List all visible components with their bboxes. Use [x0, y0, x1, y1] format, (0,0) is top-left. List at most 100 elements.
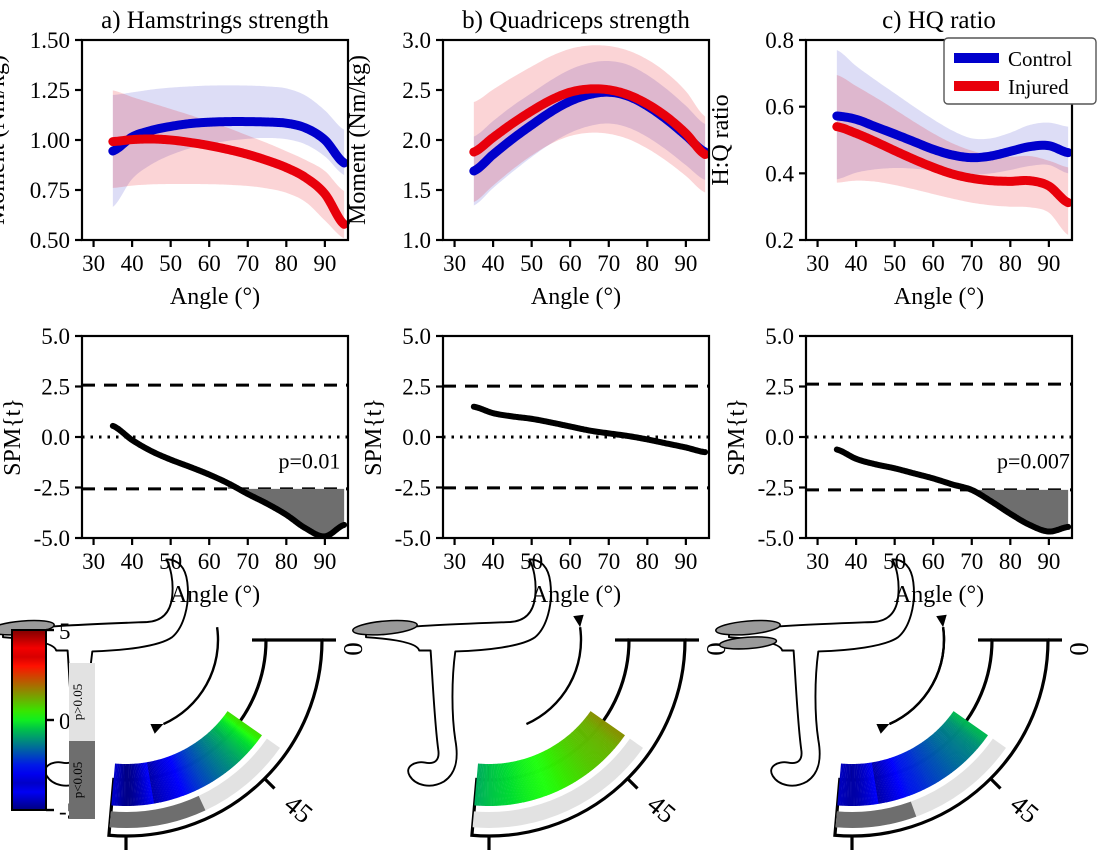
- panel-b-polar-tvalue-segment: [555, 743, 580, 780]
- panel-a-polar-tvalue-segment: [193, 743, 219, 780]
- panel-b-spm-xticklabel: 50: [520, 549, 543, 574]
- panel-b-polar-tvalue-segment: [588, 713, 624, 740]
- panel-b-polar-tvalue-segment: [492, 763, 496, 806]
- panel-a-polar-tvalue-segment: [129, 763, 133, 806]
- panel-b-polar-tvalue-segment: [524, 758, 539, 799]
- colorbar-label-mid: 0: [59, 709, 71, 734]
- colorbar-label-top: 5: [59, 619, 71, 644]
- panel-c-spm-yticklabel: -2.5: [758, 476, 794, 501]
- panel-b-strength-yticklabel: 2.0: [402, 128, 431, 153]
- panel-b-polar-tvalue-segment: [572, 730, 603, 763]
- panel-b-polar-tvalue-segment: [482, 763, 486, 806]
- panel-b-polar-tvalue-segment: [513, 761, 524, 803]
- panel-b-spm-spm-curve: [470, 403, 709, 456]
- panel-c-polar-tvalue-segment: [933, 732, 963, 765]
- panel-a-polar-tvalue-segment: [161, 758, 176, 799]
- panel-a-polar-tvalue-segment: [211, 729, 242, 761]
- panel-a-polar-tvalue-segment: [221, 717, 256, 746]
- panel-b-spm-yticklabel: -2.5: [395, 476, 431, 501]
- panel-c-polar-tvalue-segment: [877, 761, 888, 803]
- panel-b-polar-limb-highlight: [352, 619, 418, 636]
- panel-b-polar-tvalue-segment: [550, 746, 574, 785]
- panel-b-polar-tvalue-segment: [559, 741, 586, 777]
- panel-b-polar-polar-tick: [626, 777, 639, 790]
- panel-c-polar-tvalue-segment: [918, 743, 943, 780]
- panel-b-polar-tvalue-segment: [563, 738, 591, 773]
- panel-a-strength-xticklabel: 90: [313, 251, 336, 276]
- panel-c-spm-yticklabel: 0.0: [765, 425, 794, 450]
- panel-c-polar-tvalue-segment: [887, 758, 902, 799]
- panel-a-polar-tvalue-segment: [187, 746, 211, 785]
- panel-a-polar-tvalue-segment: [138, 763, 145, 806]
- panel-a-spm-xticklabel: 30: [82, 549, 105, 574]
- panel-c-polar-tvalue-segment: [873, 761, 884, 804]
- panel-b-polar-tvalue-segment: [534, 754, 552, 795]
- panel-c-polar-tvalue-segment: [837, 763, 843, 806]
- panel-c-polar-tvalue-segment: [904, 751, 924, 791]
- panel-a-polar-tvalue-segment: [160, 758, 175, 800]
- panel-b-polar-tvalue-segment: [533, 755, 551, 795]
- panel-a-polar-tvalue-segment: [201, 737, 229, 772]
- panel-a-polar-rotation-arc: [162, 627, 220, 726]
- colorbar-group: 50-5p>0.05p<0.05: [11, 619, 95, 824]
- panel-c-polar-tvalue-segment: [931, 734, 960, 768]
- panel-b-polar-tvalue-segment: [586, 714, 622, 742]
- panel-a-polar-tvalue-segment: [217, 723, 250, 753]
- panel-a-polar-rotation-arrowhead: [150, 724, 164, 734]
- panel-a-polar-tvalue-segment: [221, 718, 255, 747]
- panel-a-polar-polar-label-45: 45: [279, 789, 319, 829]
- panel-c-polar-tvalue-segment: [840, 763, 845, 806]
- panel-a-polar-tvalue-segment: [186, 747, 209, 785]
- panel-c-polar-tvalue-segment: [952, 711, 988, 737]
- panel-c-polar-tvalue-segment: [893, 756, 910, 797]
- panel-b-polar-tvalue-segment: [539, 752, 558, 792]
- panel-b-polar-tvalue-segment: [510, 761, 521, 804]
- panel-a-strength-yticklabel: 0.75: [30, 178, 70, 203]
- panel-b-polar-tvalue-segment: [557, 742, 583, 779]
- panel-c-spm-xticklabel: 90: [1037, 549, 1060, 574]
- panel-c-polar-tvalue-segment: [911, 748, 934, 786]
- panel-a-polar-tvalue-segment: [197, 740, 224, 776]
- panel-b-strength-title: b) Quadriceps strength: [462, 7, 690, 34]
- panel-c-polar-tvalue-segment: [908, 749, 930, 788]
- panel-b-strength-plot-area: [469, 45, 709, 206]
- panel-c-ratio-yticklabel: 0.6: [765, 95, 794, 120]
- panel-c-polar-tvalue-segment: [862, 763, 868, 806]
- panel-b-spm-yticklabel: 0.0: [402, 425, 431, 450]
- panel-c-ratio-xticklabel: 90: [1037, 251, 1060, 276]
- panel-a-polar-tvalue-segment: [219, 720, 253, 750]
- panel-b-strength-xticklabel: 30: [443, 251, 466, 276]
- panel-b-strength-line-injured: [469, 84, 709, 159]
- panel-c-polar-tvalue-segment: [919, 743, 945, 780]
- panel-c-polar-rotation-arrowhead: [936, 614, 947, 628]
- panel-b-polar-tvalue-segment: [474, 763, 480, 806]
- panel-a-polar-tvalue-segment: [206, 733, 235, 767]
- panel-a-polar-tvalue-segment: [131, 763, 136, 806]
- panel-b-polar-tvalue-segment: [515, 760, 527, 803]
- panel-a-polar-tvalue-segment: [114, 763, 119, 806]
- panel-a-polar-tvalue-segment: [196, 741, 223, 777]
- panel-a-strength-ylabel: Moment (Nm/kg): [0, 55, 10, 225]
- panel-c-polar-tvalue-segment: [870, 762, 879, 805]
- panel-c-spm-cluster: [971, 489, 1069, 532]
- panel-c-polar-tvalue-segment: [946, 719, 980, 748]
- panel-b-polar-tvalue-segment: [570, 732, 600, 765]
- panel-a-polar-tvalue-segment: [122, 763, 125, 806]
- panel-c-polar-tvalue-segment: [883, 759, 896, 801]
- panel-b-polar-tvalue-segment: [585, 716, 620, 745]
- panel-c-polar-tvalue-segment: [869, 762, 877, 805]
- panel-a-polar-tvalue-segment: [125, 763, 128, 807]
- panel-a-polar-tvalue-segment: [165, 757, 181, 798]
- panel-c-polar-rotation-arc: [888, 627, 946, 726]
- panel-c-polar-tvalue-segment: [859, 763, 865, 806]
- panel-a-polar-tvalue-segment: [152, 760, 164, 803]
- panel-a-polar-tvalue-segment: [226, 712, 262, 738]
- significant-badge: [69, 741, 95, 819]
- panel-b-polar-tvalue-segment: [577, 725, 609, 757]
- panel-a-polar-tvalue-segment: [200, 738, 228, 773]
- panel-c-ratio-yticklabel: 0.4: [765, 161, 794, 186]
- panel-b-spm-xlabel: Angle (°): [531, 582, 621, 608]
- panel-b-polar-tvalue-segment: [589, 712, 625, 738]
- panel-c-polar-tvalue-segment: [892, 756, 908, 798]
- panel-a-polar-tvalue-segment: [194, 742, 220, 779]
